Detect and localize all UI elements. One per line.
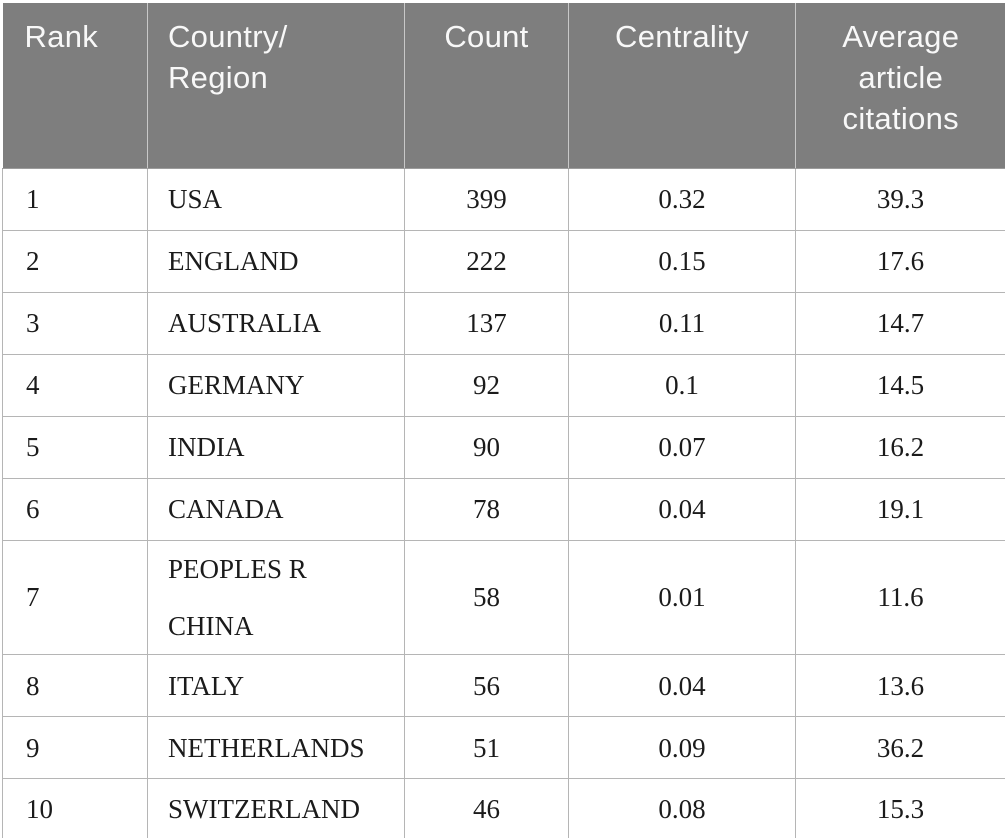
cell-centrality: 0.09 — [568, 716, 796, 780]
header-row: Rank Country/ Region Count Centrality Av… — [2, 3, 1005, 169]
cell-rank: 4 — [2, 354, 148, 417]
cell-avg: 19.1 — [795, 478, 1005, 541]
cell-country: INDIA — [147, 416, 405, 479]
table-row: 2 ENGLAND 222 0.15 17.6 — [2, 230, 1005, 293]
cell-avg: 14.5 — [795, 354, 1005, 417]
cell-rank: 8 — [2, 654, 148, 718]
cell-centrality: 0.04 — [568, 478, 796, 541]
cell-rank: 7 — [2, 539, 148, 656]
table-row: 7 PEOPLES R CHINA 58 0.01 11.6 — [2, 539, 1005, 656]
cell-centrality: 0.11 — [568, 292, 796, 355]
cell-rank: 5 — [2, 416, 148, 479]
cell-centrality: 0.1 — [568, 354, 796, 417]
cell-rank: 6 — [2, 478, 148, 541]
cell-count: 56 — [404, 654, 569, 718]
table-row: 5 INDIA 90 0.07 16.2 — [2, 416, 1005, 479]
cell-country: AUSTRALIA — [147, 292, 405, 355]
table-row: 8 ITALY 56 0.04 13.6 — [2, 654, 1005, 718]
cell-count: 78 — [404, 478, 569, 541]
cell-centrality: 0.32 — [568, 168, 796, 231]
cell-count: 51 — [404, 716, 569, 780]
table-row: 1 USA 399 0.32 39.3 — [2, 168, 1005, 231]
cell-avg: 39.3 — [795, 168, 1005, 231]
cell-country: SWITZERLAND — [147, 778, 405, 838]
table-row: 10 SWITZERLAND 46 0.08 15.3 — [2, 778, 1005, 838]
cell-avg: 13.6 — [795, 654, 1005, 718]
column-header-country-region: Country/ Region — [147, 3, 405, 169]
cell-country: USA — [147, 168, 405, 231]
cell-centrality: 0.08 — [568, 778, 796, 838]
table-header: Rank Country/ Region Count Centrality Av… — [2, 3, 1005, 169]
countries-ranking-table: Rank Country/ Region Count Centrality Av… — [2, 3, 1005, 838]
cell-rank: 9 — [2, 716, 148, 780]
column-header-centrality: Centrality — [568, 3, 796, 169]
cell-centrality: 0.01 — [568, 539, 796, 656]
cell-country: GERMANY — [147, 354, 405, 417]
cell-country: ENGLAND — [147, 230, 405, 293]
cell-centrality: 0.04 — [568, 654, 796, 718]
cell-country: CANADA — [147, 478, 405, 541]
column-header-avg-citations: Average article citations — [795, 3, 1005, 169]
cell-avg: 11.6 — [795, 539, 1005, 656]
table-body: 1 USA 399 0.32 39.3 2 ENGLAND 222 0.15 1… — [2, 168, 1005, 838]
cell-rank: 10 — [2, 778, 148, 838]
column-header-rank: Rank — [2, 3, 148, 169]
cell-avg: 17.6 — [795, 230, 1005, 293]
cell-rank: 1 — [2, 168, 148, 231]
cell-avg: 36.2 — [795, 716, 1005, 780]
cell-avg: 16.2 — [795, 416, 1005, 479]
table-row: 6 CANADA 78 0.04 19.1 — [2, 478, 1005, 541]
cell-avg: 15.3 — [795, 778, 1005, 838]
cell-count: 90 — [404, 416, 569, 479]
column-header-count: Count — [404, 3, 569, 169]
cell-count: 92 — [404, 354, 569, 417]
cell-rank: 3 — [2, 292, 148, 355]
cell-centrality: 0.07 — [568, 416, 796, 479]
cell-rank: 2 — [2, 230, 148, 293]
cell-country: NETHERLANDS — [147, 716, 405, 780]
table-row: 4 GERMANY 92 0.1 14.5 — [2, 354, 1005, 417]
cell-country: ITALY — [147, 654, 405, 718]
cell-count: 58 — [404, 539, 569, 656]
cell-country: PEOPLES R CHINA — [147, 539, 405, 656]
table-row: 9 NETHERLANDS 51 0.09 36.2 — [2, 716, 1005, 780]
cell-centrality: 0.15 — [568, 230, 796, 293]
cell-count: 46 — [404, 778, 569, 838]
cell-count: 137 — [404, 292, 569, 355]
table-row: 3 AUSTRALIA 137 0.11 14.7 — [2, 292, 1005, 355]
cell-count: 399 — [404, 168, 569, 231]
cell-avg: 14.7 — [795, 292, 1005, 355]
cell-count: 222 — [404, 230, 569, 293]
